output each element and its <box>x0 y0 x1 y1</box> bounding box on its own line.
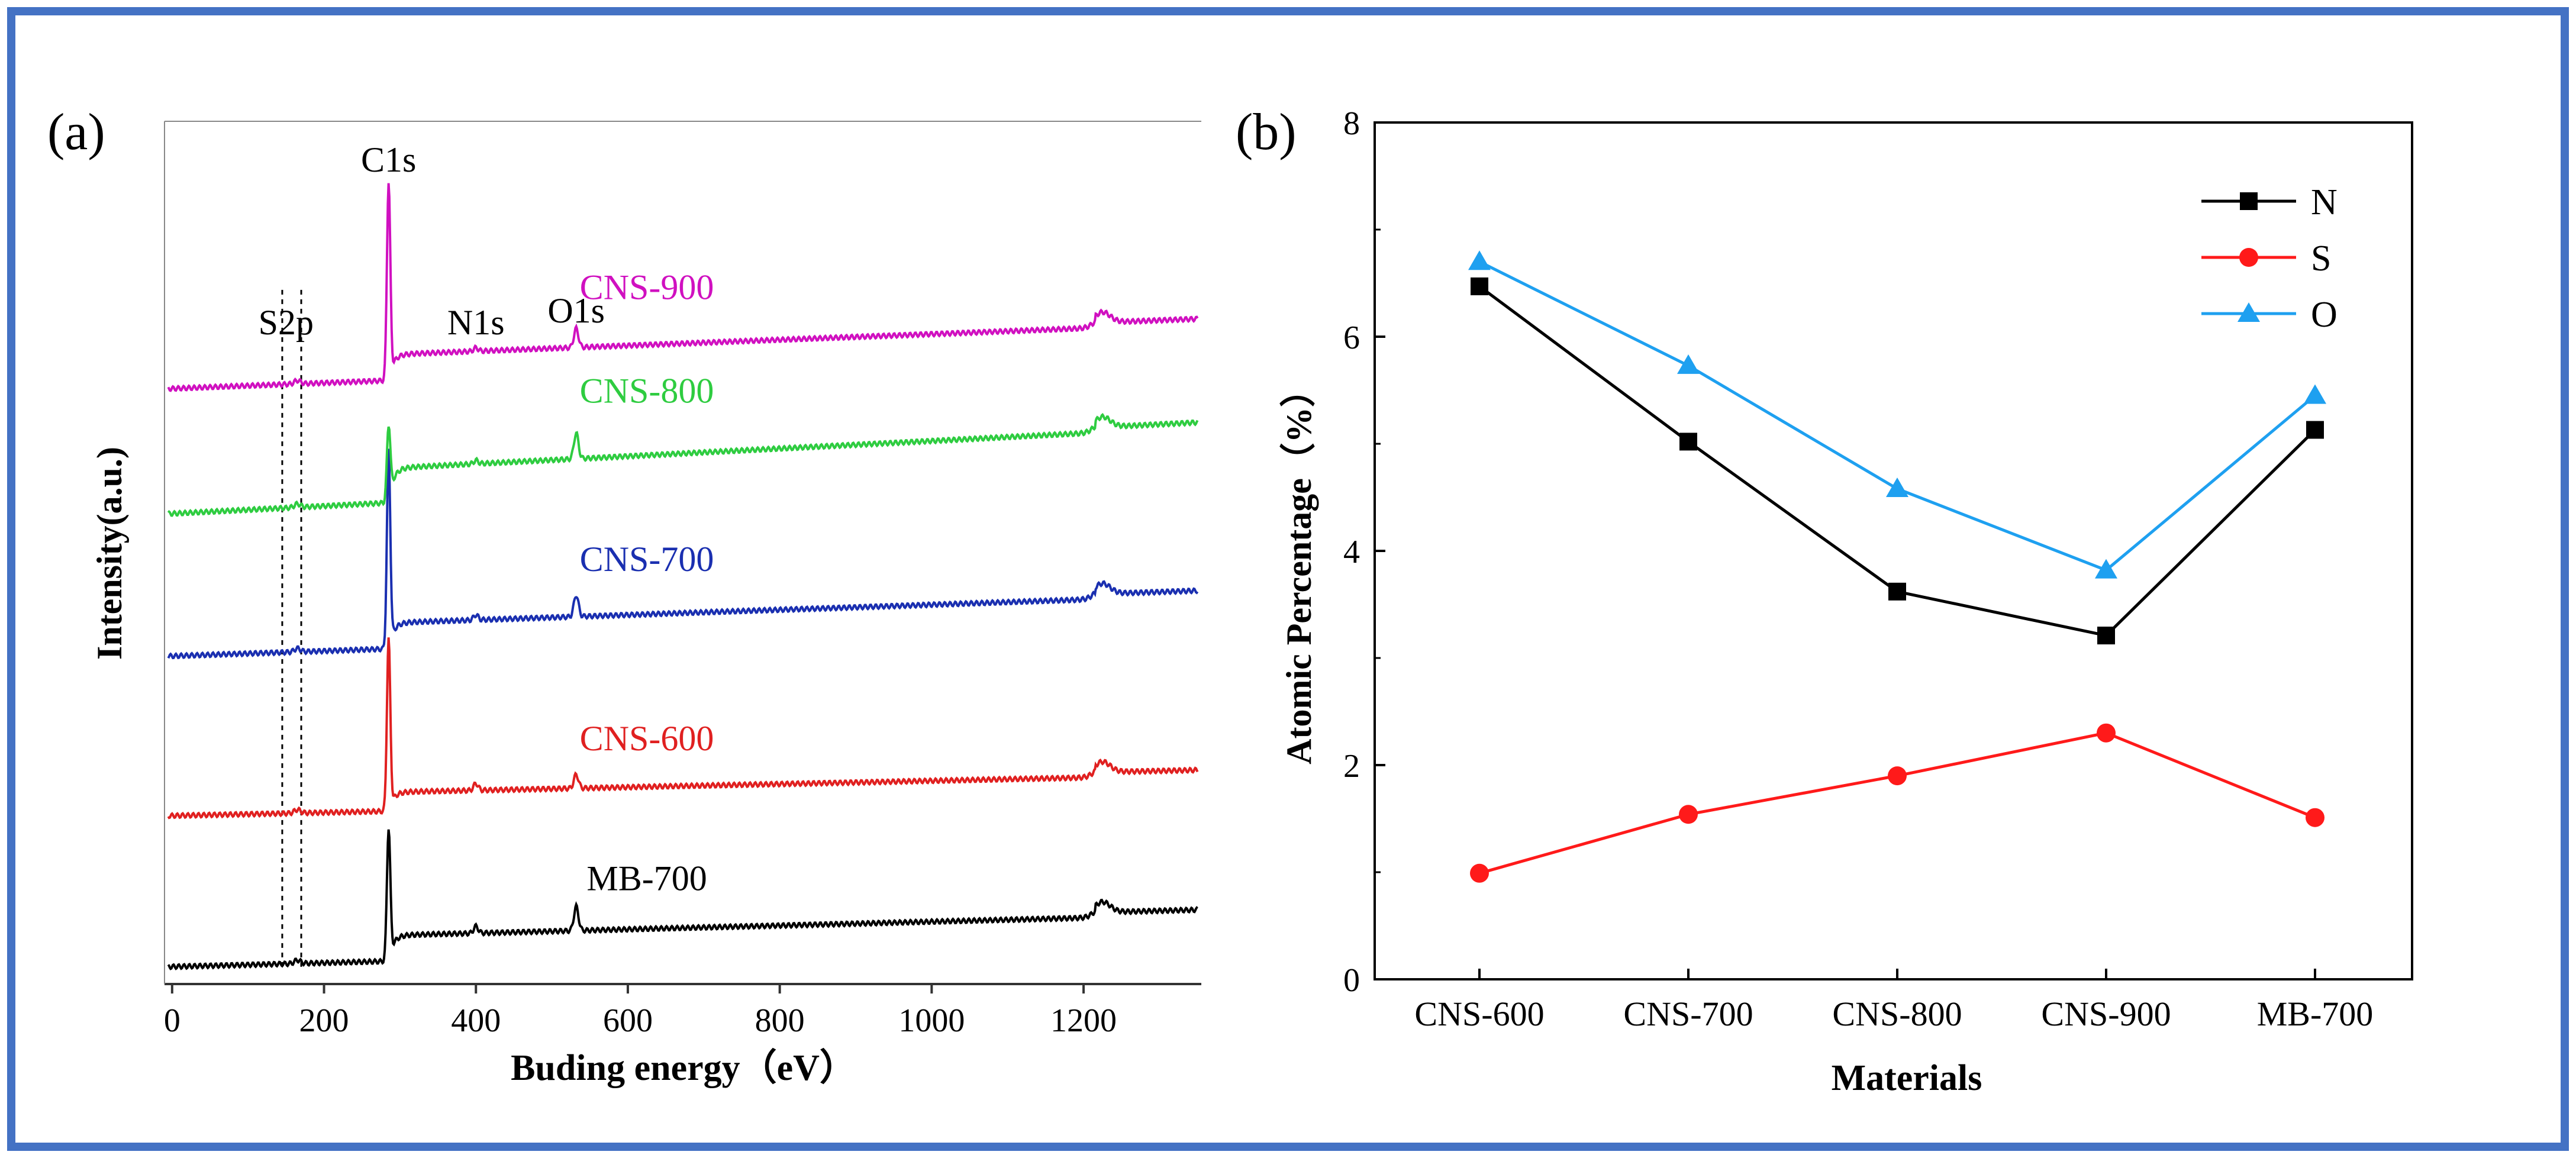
panel-a-peak-label: S2p <box>259 303 314 342</box>
panel-b-legend: NSO <box>2201 182 2338 335</box>
panel-b-point-O <box>2304 384 2326 404</box>
panel-a-x-tick-label: 400 <box>451 1002 501 1039</box>
panel-b-legend-marker <box>2240 192 2258 210</box>
panel-b-x-tick-label: CNS-700 <box>1623 995 1753 1033</box>
panel-a: (a) 0 200 400 600 800 1000 1200 MB-700 CNS-600 C… <box>47 104 1201 1088</box>
panel-b-point-O <box>2095 559 2117 579</box>
panel-a-series-label: CNS-600 <box>580 719 714 758</box>
panel-b-series <box>1468 250 2326 883</box>
figure-border <box>7 7 2569 1151</box>
panel-b-point-S <box>1888 766 1907 786</box>
panel-b-point-S <box>2097 723 2116 743</box>
panel-b-point-O <box>1886 478 1908 498</box>
panel-a-spectrum-line <box>167 183 1199 392</box>
panel-b-point-N <box>2306 421 2324 439</box>
panel-b-x-tick-label: CNS-800 <box>1832 995 1962 1033</box>
panel-a-label: (a) <box>47 104 105 161</box>
panel-a-x-tick-label: 0 <box>164 1002 180 1039</box>
panel-b-x-tick-label: CNS-600 <box>1414 995 1544 1033</box>
panel-a-peak-label: O1s <box>547 291 605 330</box>
panel-b-y-tick-label: 2 <box>1343 748 1360 785</box>
panel-a-peak-label: N1s <box>447 303 505 342</box>
panel-b-x-axis-title: Materials <box>1832 1058 1982 1098</box>
panel-b-y-tick-label: 8 <box>1343 105 1360 142</box>
panel-b-x-tick-label: MB-700 <box>2257 995 2374 1033</box>
panel-b-point-N <box>1679 433 1697 451</box>
panel-a-x-tick-label: 200 <box>299 1002 349 1039</box>
panel-b-x-ticks: CNS-600 CNS-700 CNS-800 CNS-900 MB-700 <box>1414 969 2373 1033</box>
panel-b-x-tick-label: CNS-900 <box>2041 995 2171 1033</box>
panel-b-point-S <box>2306 808 2324 827</box>
panel-b-point-S <box>1679 805 1698 824</box>
panel-b-y-tick-label: 0 <box>1343 962 1360 999</box>
panel-a-spectrum-line <box>167 412 1199 517</box>
panel-a-spectrum-line <box>167 449 1199 660</box>
panel-b-legend-label: N <box>2311 182 2338 222</box>
panel-a-x-tick-label: 800 <box>755 1002 805 1039</box>
panel-a-x-tick-label: 1200 <box>1050 1002 1117 1039</box>
panel-b-point-O <box>1677 354 1700 374</box>
panel-b-y-tick-label: 4 <box>1343 534 1360 570</box>
panel-b-legend-label: S <box>2311 238 2331 279</box>
panel-a-series-label: MB-700 <box>586 859 707 898</box>
panel-b: (b) 0 2 4 6 8 CNS-600 CNS-700 CNS-800 CNS-900 MB… <box>1236 104 2413 1098</box>
panel-a-series-label: CNS-800 <box>580 372 714 411</box>
panel-b-point-N <box>2097 626 2115 644</box>
panel-b-y-axis-title: Atomic Percentage（%） <box>1279 372 1318 765</box>
panel-b-legend-label: O <box>2311 295 2338 335</box>
panel-b-legend-marker <box>2238 302 2260 322</box>
panel-b-point-S <box>1470 863 1489 883</box>
panel-a-spectrum-line <box>167 829 1198 970</box>
panel-a-x-tick-label: 1000 <box>898 1002 965 1039</box>
panel-a-series-label: CNS-900 <box>580 268 714 307</box>
panel-b-legend-marker <box>2239 248 2258 267</box>
panel-a-peak-label: C1s <box>361 140 416 179</box>
panel-b-y-tick-label: 6 <box>1343 320 1360 356</box>
panel-a-series-label: CNS-700 <box>580 540 714 579</box>
panel-b-point-O <box>1468 250 1491 270</box>
panel-b-point-N <box>1471 277 1488 295</box>
panel-b-point-N <box>1888 582 1906 601</box>
panel-a-x-tick-label: 600 <box>603 1002 653 1039</box>
panel-a-peak-labels: S2p C1s N1s O1s <box>259 140 605 342</box>
panel-a-x-axis-title: Buding energy（eV） <box>511 1047 856 1088</box>
panel-a-spectra <box>167 183 1199 970</box>
panel-a-series-labels: MB-700 CNS-600 CNS-700 CNS-800 CNS-900 <box>580 268 714 898</box>
panel-b-label: (b) <box>1236 104 1297 161</box>
panel-a-y-axis-title: Intensity(a.u.) <box>90 447 129 660</box>
panel-a-spectrum-line <box>167 637 1199 820</box>
panel-b-y-ticks: 0 2 4 6 8 <box>1343 105 1385 999</box>
panel-a-x-ticks: 0 200 400 600 800 1000 1200 <box>164 984 1117 1039</box>
